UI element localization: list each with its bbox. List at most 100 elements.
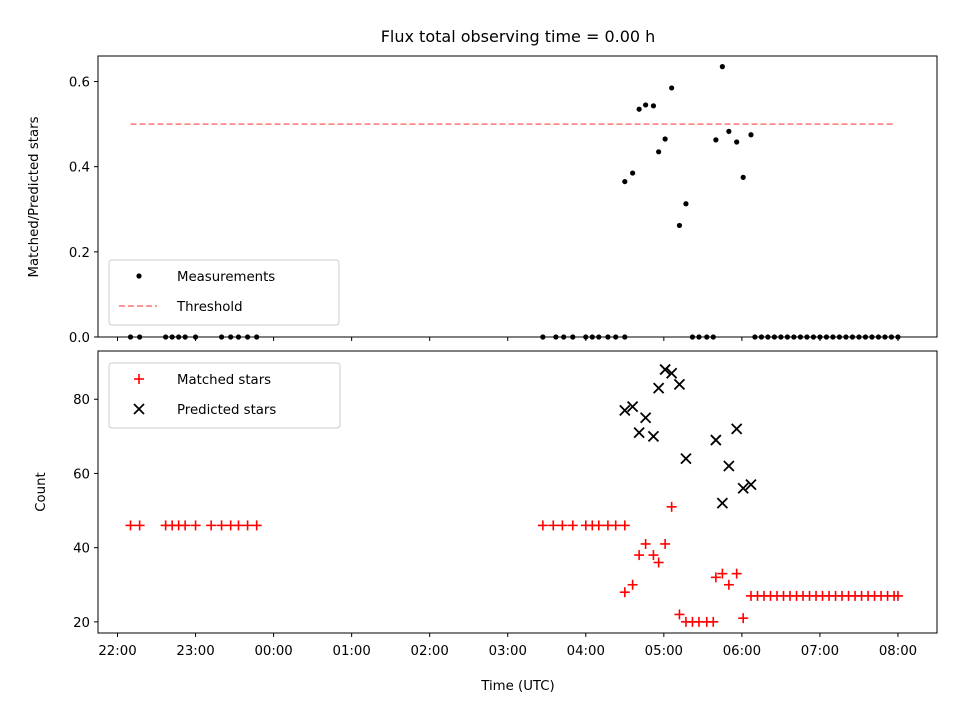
x-tick-label: 01:00 [332, 644, 370, 659]
legend-box [108, 362, 341, 429]
measurement-point [765, 334, 771, 340]
measurement-point [163, 334, 169, 340]
measurement-point [622, 178, 628, 185]
measurement-point [561, 334, 567, 340]
bottom-plot-frame [97, 350, 938, 634]
measurement-point [882, 334, 888, 340]
measurement-point [856, 334, 862, 340]
x-tick-label: 23:00 [176, 644, 214, 659]
measurement-point [676, 222, 683, 229]
measurement-point [836, 334, 843, 340]
measurement-point [605, 334, 611, 340]
x-tick-label: 22:00 [98, 644, 136, 659]
matched-stars-point [619, 587, 630, 598]
legend-label: Measurements [177, 270, 275, 285]
predicted-stars-point [673, 378, 686, 391]
top-legend: Measurements Threshold [108, 259, 340, 326]
predicted-stars-point [680, 452, 692, 465]
top-plot-frame [97, 55, 938, 338]
matched-stars-point [666, 501, 677, 512]
matched-stars-point [648, 550, 659, 561]
measurement-point [771, 334, 778, 340]
predicted-stars-point [626, 401, 639, 413]
matched-stars-point [134, 520, 145, 531]
top-y-tick-label: 0.0 [69, 331, 90, 346]
measurement-point [888, 334, 895, 340]
chart-title: Flux total observing time = 0.00 h [381, 27, 656, 46]
legend-box [108, 259, 340, 326]
measurement-point [540, 334, 546, 340]
measurement-point [613, 334, 619, 340]
bottom-y-tick-label: 60 [73, 467, 90, 482]
measurement-point [784, 334, 791, 340]
matched-stars-point [190, 520, 201, 531]
matched-stars-point [634, 550, 645, 561]
measurement-point [636, 106, 642, 112]
predicted-stars-point [745, 478, 757, 491]
measurement-point [643, 102, 649, 108]
measurement-point [137, 334, 143, 340]
matched-stars-point [242, 520, 253, 531]
matched-stars-point [710, 572, 721, 583]
measurement-point [791, 334, 797, 340]
bottom-y-tick-label: 80 [73, 393, 90, 408]
measurement-point [758, 334, 764, 340]
measurement-point [748, 132, 754, 138]
matched-stars-point [660, 538, 671, 549]
top-y-tick-label: 0.4 [69, 161, 90, 176]
bottom-panel: Count 20 40 60 80 22:00 23:00 00:00 01:00 02:00 0… [34, 350, 938, 659]
measurement-point [596, 334, 602, 340]
bottom-legend: Matched stars Predicted stars [108, 362, 341, 429]
predicted-stars-point [710, 434, 722, 446]
measurement-point [182, 334, 188, 340]
predicted-stars-point [716, 497, 729, 509]
matched-stars-point [627, 579, 638, 590]
matched-stars-point [216, 520, 227, 531]
legend-label: Matched stars [177, 373, 271, 388]
measurement-point [622, 334, 628, 340]
measurement-point [810, 334, 817, 340]
measurement-point [683, 201, 689, 207]
legend-measurements-swatch [136, 273, 142, 279]
matched-stars-point [610, 520, 621, 531]
matched-stars-point [731, 568, 742, 579]
legend-label: Threshold [176, 300, 243, 315]
bottom-y-axis-label: Count [34, 472, 49, 512]
predicted-stars-point [666, 367, 678, 379]
matched-stars-point [653, 557, 664, 568]
predicted-stars-point [731, 423, 743, 435]
measurement-point [895, 334, 901, 340]
matched-stars-point [892, 590, 903, 601]
matched-stars-point [557, 520, 568, 531]
measurement-point [869, 334, 875, 340]
measurement-point [713, 137, 719, 143]
predicted-stars-point [633, 426, 645, 439]
measurement-point [875, 334, 882, 340]
predicted-stars-point [723, 460, 735, 472]
measurement-point [235, 334, 242, 340]
measurement-point [650, 103, 657, 109]
measurement-point [244, 334, 251, 340]
x-axis-label: Time (UTC) [480, 679, 555, 694]
predicted-stars-point [647, 430, 660, 442]
measurement-point [127, 334, 134, 340]
measurement-point [797, 334, 804, 340]
measurement-point [553, 334, 559, 340]
measurement-point [862, 334, 869, 340]
matched-stars-point [180, 520, 191, 531]
matched-stars-point [619, 520, 630, 531]
predicted-stars-point [652, 382, 665, 394]
measurement-point [228, 334, 234, 340]
measurement-point [830, 334, 836, 340]
measurement-point [710, 334, 716, 340]
x-tick-label: 05:00 [645, 644, 683, 659]
matched-stars-point [738, 613, 749, 624]
x-tick-label: 08:00 [879, 644, 917, 659]
measurement-point [254, 334, 260, 340]
measurement-point [669, 85, 675, 91]
measurement-point [726, 128, 732, 134]
legend-matched-swatch [134, 374, 144, 384]
measurement-point [804, 334, 810, 340]
measurement-point [176, 334, 182, 340]
legend-label: Predicted stars [177, 403, 276, 418]
